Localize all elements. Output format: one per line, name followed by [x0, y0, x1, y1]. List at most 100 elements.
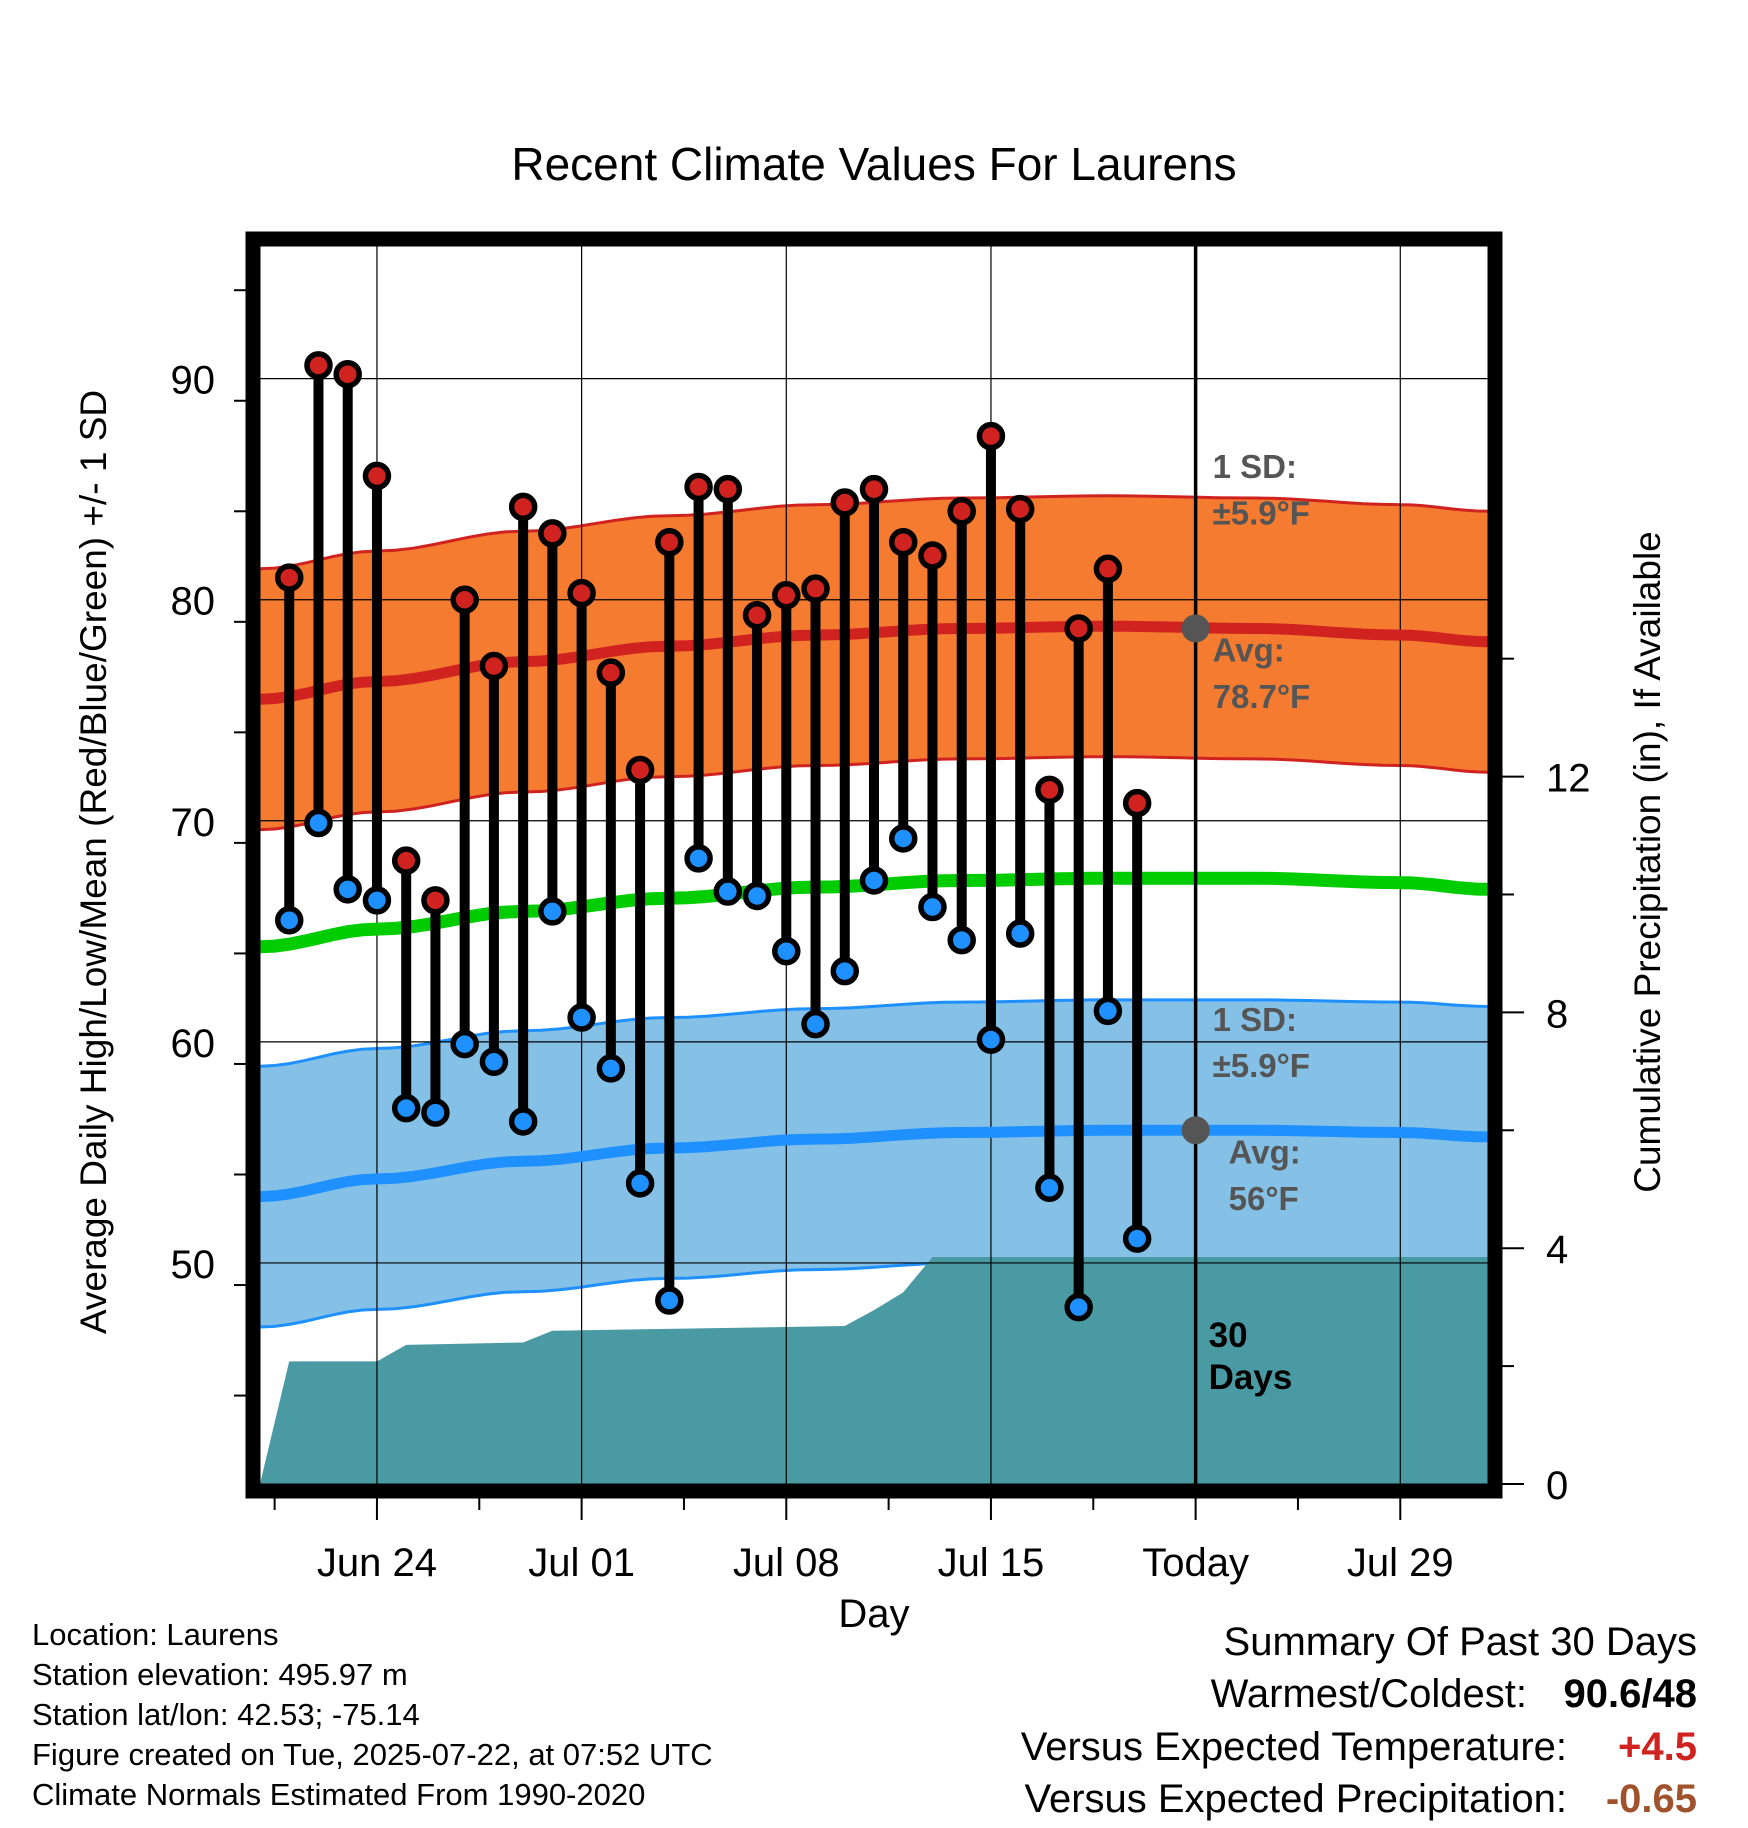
high-sd-upper-line [260, 494, 1488, 571]
precipitation-label: Versus Expected Precipitation: [1024, 1777, 1567, 1821]
daily-high-point [333, 359, 362, 389]
daily-high-point [830, 488, 860, 517]
daily-high-point [508, 492, 538, 522]
daily-high-point [801, 574, 830, 603]
y-tick-label: 70 [171, 801, 216, 845]
x-tick-label: Jul 15 [938, 1541, 1045, 1585]
daily-low-point [596, 1054, 626, 1083]
high-sd-annotation-line1: 1 SD: [1213, 448, 1297, 485]
y2-tick-label: 8 [1546, 992, 1568, 1036]
daily-low-point [830, 956, 860, 986]
daily-high-point [304, 351, 333, 380]
summary-temperature: Versus Expected Temperature: +4.5 [1021, 1725, 1697, 1770]
daily-low-point [538, 897, 567, 926]
y-axis-label: Average Daily High/Low/Mean (Red/Blue/Gr… [73, 390, 114, 1334]
y-tick-label: 80 [171, 580, 216, 624]
high-avg-annotation-line1: Avg: [1213, 632, 1285, 669]
daily-low-point [1035, 1173, 1064, 1203]
daily-low-point [976, 1025, 1006, 1054]
daily-low-point [859, 866, 889, 895]
daily-low-point [333, 875, 362, 904]
high-avg-marker [1181, 614, 1210, 643]
daily-high-point [596, 658, 626, 687]
y2-tick-label: 0 [1546, 1464, 1568, 1508]
daily-high-point [713, 474, 743, 504]
daily-high-point [1064, 614, 1093, 643]
precipitation-value: -0.65 [1605, 1777, 1697, 1821]
elevation-text: Station elevation: 495.97 m [32, 1657, 408, 1692]
x-tick-label: Jul 29 [1347, 1541, 1454, 1585]
daily-high-point [976, 421, 1006, 451]
daily-low-point [391, 1093, 421, 1123]
low-avg-marker [1181, 1116, 1210, 1145]
daily-high-point [567, 578, 596, 608]
daily-low-point [508, 1107, 538, 1136]
y-tick-label: 50 [171, 1243, 216, 1287]
high-avg-line [260, 620, 1488, 705]
summary-warmest-coldest: Warmest/Coldest: 90.6/48 [1211, 1672, 1697, 1717]
warmest-coldest-value: 90.6/48 [1563, 1672, 1697, 1716]
daily-low-point [1093, 996, 1123, 1026]
plot-area: 1 SD: ±5.9°F Avg: 78.7°F 1 SD: ±5.9°F Avg: 56°F… [260, 246, 1488, 1484]
daily-low-point [421, 1098, 450, 1127]
y2-axis-label: Cumulative Precipitation (in), If Availa… [1627, 531, 1668, 1193]
daily-high-point [1122, 788, 1152, 818]
daily-low-point [1005, 919, 1035, 948]
daily-high-point [479, 651, 509, 681]
warmest-coldest-label: Warmest/Coldest: [1210, 1672, 1527, 1716]
daily-low-point [479, 1047, 509, 1077]
daily-high-point [888, 527, 918, 557]
daily-low-point [947, 925, 976, 955]
x-axis-label: Day [838, 1592, 909, 1636]
daily-high-point [1093, 554, 1123, 584]
low-avg-annotation-line2: 56°F [1229, 1180, 1299, 1217]
summary-precipitation: Versus Expected Precipitation: -0.65 [1024, 1777, 1697, 1822]
daily-high-point [859, 474, 889, 504]
daily-high-point [1035, 775, 1064, 805]
created-text: Figure created on Tue, 2025-07-22, at 07… [32, 1737, 713, 1772]
x-tick-label: Jul 08 [733, 1541, 840, 1585]
daily-high-point [1005, 494, 1035, 524]
y-tick-label: 90 [171, 359, 216, 403]
x-tick-label: Today [1142, 1541, 1249, 1585]
daily-low-point [362, 886, 392, 915]
high-sd-annotation-line2: ±5.9°F [1213, 495, 1310, 532]
daily-low-point [655, 1286, 684, 1315]
daily-low-point [450, 1029, 479, 1059]
daily-low-point [1122, 1224, 1152, 1253]
window-label-line1: 30 [1209, 1316, 1248, 1355]
daily-high-point [772, 581, 801, 610]
daily-high-point [391, 846, 421, 875]
temperature-label: Versus Expected Temperature: [1020, 1725, 1567, 1769]
daily-low-point [304, 808, 333, 838]
daily-low-point [1064, 1292, 1093, 1322]
plot-frame [245, 231, 1503, 1499]
daily-low-point [567, 1003, 596, 1032]
daily-low-point [772, 936, 801, 966]
x-tick-label: Jul 01 [528, 1541, 635, 1585]
precip-area [260, 1257, 1488, 1484]
daily-high-point [655, 527, 684, 557]
window-label-line2: Days [1209, 1358, 1293, 1397]
low-sd-upper-line [260, 998, 1488, 1068]
low-sd-annotation-line2: ±5.9°F [1213, 1047, 1310, 1084]
daily-high-point [918, 541, 947, 570]
daily-low-point [888, 824, 918, 853]
daily-low-point [742, 881, 772, 911]
y2-tick-label: 4 [1546, 1228, 1568, 1272]
daily-low-point [274, 906, 304, 935]
low-avg-annotation-line1: Avg: [1229, 1133, 1301, 1170]
daily-high-point [274, 563, 304, 592]
daily-high-point [684, 472, 713, 502]
y2-tick-label: 12 [1546, 757, 1591, 801]
daily-low-point [713, 877, 743, 906]
daily-high-point [450, 585, 479, 614]
daily-high-point [742, 600, 772, 630]
daily-high-point [362, 461, 392, 491]
y-tick-label: 60 [171, 1022, 216, 1066]
latlon-text: Station lat/lon: 42.53; -75.14 [32, 1697, 420, 1732]
location-text: Location: Laurens [32, 1617, 279, 1652]
low-avg-line [260, 1124, 1488, 1203]
daily-high-point [538, 519, 567, 548]
